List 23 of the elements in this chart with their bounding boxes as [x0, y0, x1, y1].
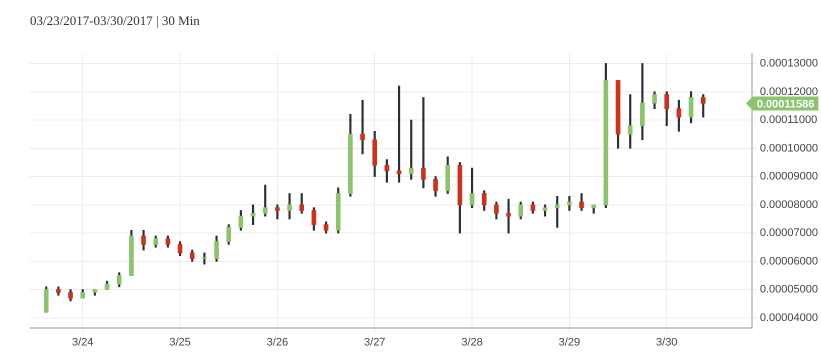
x-tick-label: 3/30 [656, 336, 678, 348]
y-tick-label: 0.00004000 [760, 312, 818, 324]
y-tick-label: 0.00013000 [760, 58, 818, 70]
candlestick [554, 196, 560, 228]
x-tick-label: 3/24 [72, 336, 94, 348]
y-tick-label: 0.00008000 [760, 198, 818, 211]
x-tick-label: 3/29 [558, 336, 580, 348]
y-tick-label: 0.00012000 [760, 86, 818, 98]
y-tick-label: 0.00009000 [760, 170, 818, 183]
chart-title: 03/23/2017-03/30/2017 | 30 Min [30, 13, 200, 28]
y-tick-label: 0.00005000 [760, 284, 818, 296]
candlestick [408, 120, 414, 180]
y-tick-label: 0.00010000 [760, 142, 818, 154]
x-tick-label: 3/28 [461, 336, 483, 348]
text: 0.00011586 [756, 98, 814, 110]
y-tick-label: 0.00011000 [760, 114, 818, 126]
x-tick-label: 3/26 [266, 336, 288, 348]
y-tick-label: 0.00007000 [760, 227, 818, 240]
y-tick-label: 0.00006000 [760, 255, 818, 268]
candlestick [262, 184, 268, 216]
candlestick [628, 94, 633, 149]
x-tick-label: 3/27 [364, 336, 386, 348]
x-tick-label: 3/25 [169, 336, 191, 348]
